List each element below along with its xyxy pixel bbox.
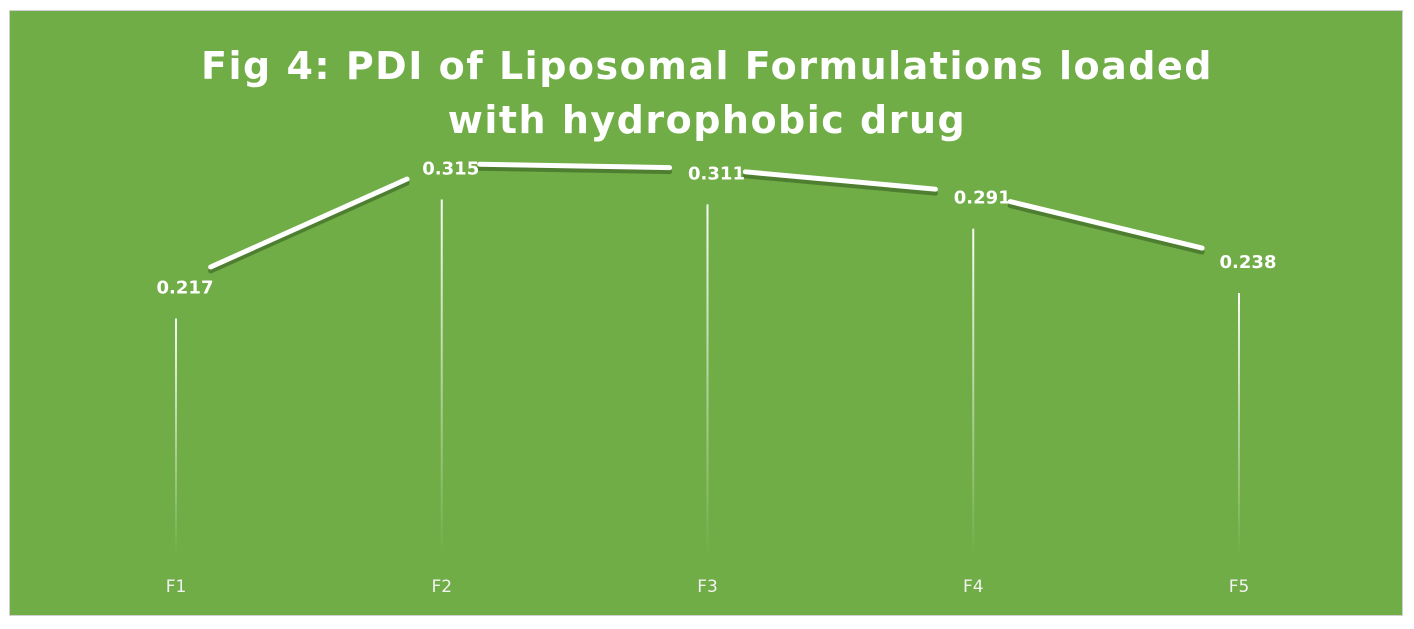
chart-title: Fig 4: PDI of Liposomal Formulations loa… <box>201 44 1213 142</box>
x-tick-label-f2: F2 <box>431 577 452 597</box>
series-segment-shadow-1 <box>208 180 410 274</box>
line-chart: 0.217 0.315 0.311 0.291 0.238 F1 F2 F3 F4 F5 <box>157 159 1277 598</box>
x-tick-label-f4: F4 <box>963 577 984 597</box>
data-label-f3: 0.311 <box>688 163 745 184</box>
data-label-f4: 0.291 <box>954 188 1011 209</box>
data-label-f2: 0.315 <box>422 159 479 180</box>
x-tick-label-f3: F3 <box>697 577 718 597</box>
series-lines <box>208 161 1205 274</box>
series-segment-shadow-4 <box>1007 203 1205 255</box>
series-segment-shadow-2 <box>477 165 673 175</box>
series-segment-2 <box>477 161 673 171</box>
drop-line-f4 <box>972 228 975 556</box>
series-segment-shadow-3 <box>742 173 938 196</box>
series-segment-1 <box>208 176 410 270</box>
drop-line-f5 <box>1238 293 1240 556</box>
drop-lines <box>175 199 1240 556</box>
x-tick-label-f1: F1 <box>166 577 187 597</box>
x-tick-label-f5: F5 <box>1229 577 1250 597</box>
drop-line-f1 <box>175 318 177 556</box>
data-label-f1: 0.217 <box>157 278 214 299</box>
drop-line-f2 <box>440 199 443 556</box>
x-axis-tick-labels: F1 F2 F3 F4 F5 <box>166 577 1250 597</box>
series-segment-3 <box>742 169 938 192</box>
series-segment-4 <box>1007 199 1205 251</box>
data-label-f5: 0.238 <box>1220 252 1277 273</box>
chart-area: Fig 4: PDI of Liposomal Formulations loa… <box>9 10 1403 616</box>
data-labels: 0.217 0.315 0.311 0.291 0.238 <box>157 159 1277 299</box>
drop-line-f3 <box>706 204 709 556</box>
